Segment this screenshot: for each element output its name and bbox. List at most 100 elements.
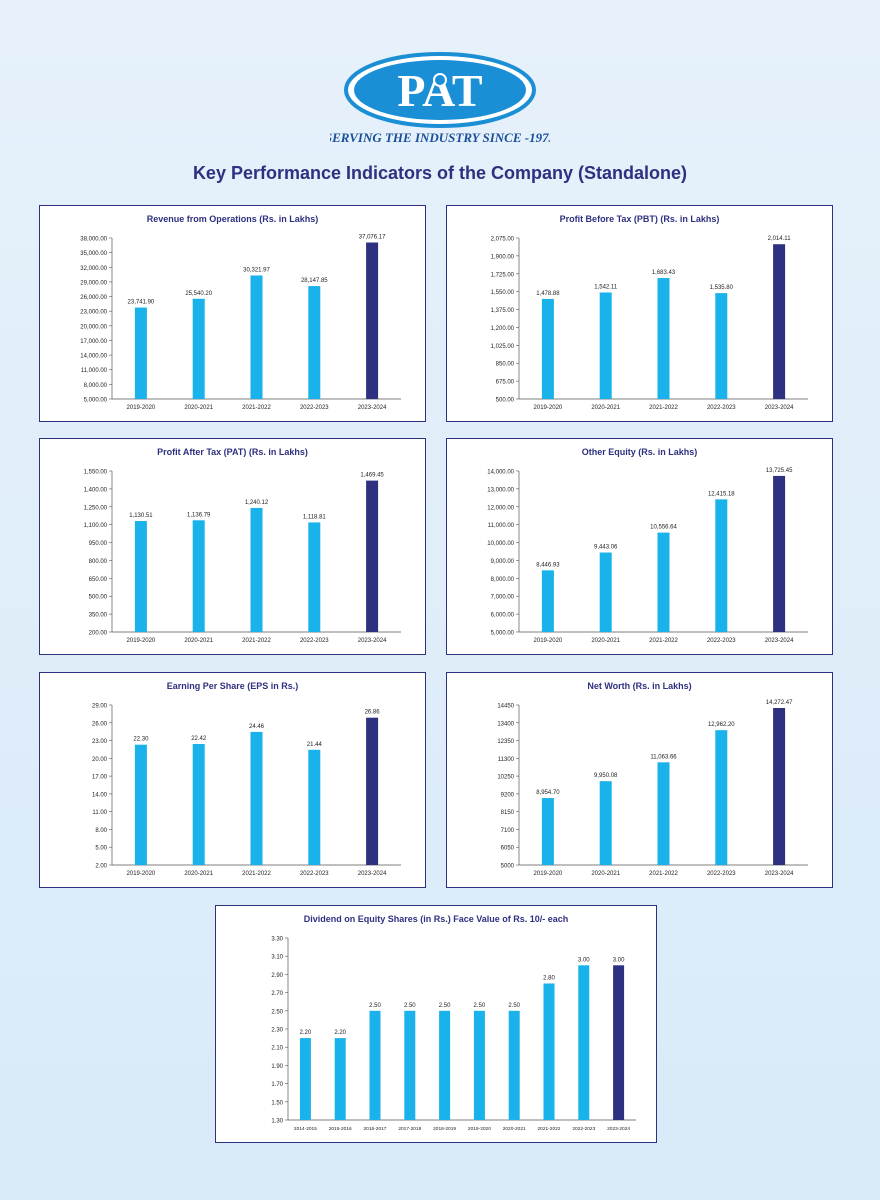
chart-title: Dividend on Equity Shares (in Rs.) Face … [303,914,569,924]
x-tick-label: 2019-2020 [127,638,156,644]
x-tick-label: 2021-2022 [538,1126,561,1132]
y-tick-label: 23.00 [92,739,108,745]
data-label: 1,478.88 [536,291,560,297]
y-tick-label: 9,000.00 [491,559,515,565]
bar [657,532,670,632]
data-label: 2.50 [508,1003,520,1009]
data-label: 30,321.97 [243,267,270,273]
y-tick-label: 1.90 [271,1064,283,1070]
page-title: Key Performance Indicators of the Compan… [192,163,688,183]
y-tick-label: 8,000.00 [84,383,108,389]
data-label: 14,272.47 [766,700,793,706]
x-tick-label: 2014-2015 [294,1126,317,1132]
chart-title: Earning Per Share (EPS in Rs.) [166,681,299,691]
y-tick-label: 8,000.00 [491,577,515,583]
x-tick-label: 2023-2024 [358,405,387,411]
chart-svg: 200.00 350.00 500.00 650.00 800.00 950.00 1,10… [84,470,401,644]
y-tick-label: 2.70 [271,991,283,997]
data-label: 2.80 [543,976,555,982]
bar [541,570,554,632]
y-tick-label: 3.10 [271,955,283,961]
bar [541,298,554,399]
bar [134,521,147,632]
y-tick-label: 500.00 [89,595,108,601]
bar [369,1010,381,1120]
x-tick-label: 2021-2022 [242,405,271,411]
x-tick-label: 2021-2022 [649,405,678,411]
data-label: 1,118.81 [303,514,327,520]
y-tick-label: 675.00 [496,380,515,386]
bar [250,275,263,399]
y-tick-label: 1,200.00 [491,326,515,332]
bar [657,278,670,399]
data-label: 23,741.90 [128,300,155,306]
x-tick-label: 2015-2016 [329,1126,352,1132]
bar [715,293,728,399]
y-tick-label: 29.00 [92,704,108,710]
y-tick-label: 2.50 [271,1009,283,1015]
y-tick-label: 500.00 [496,398,515,404]
x-tick-label: 2022-2023 [572,1126,595,1132]
y-tick-label: 11.00 [92,810,107,816]
x-tick-label: 2021-2022 [649,638,678,644]
y-tick-label: 12,000.00 [487,505,514,511]
data-label: 1,542.11 [594,284,618,290]
x-tick-label: 2022-2023 [300,405,329,411]
y-tick-label: 20,000.00 [80,324,107,330]
y-tick-label: 10,000.00 [487,541,514,547]
y-tick-label: 13,000.00 [487,487,514,493]
x-tick-label: 2020-2021 [184,405,213,411]
bar [134,744,147,865]
bar [250,507,263,632]
chart-svg: 5,000.00 6,000.00 7,000.00 8,000.00 9,000.00… [487,468,808,644]
y-tick-label: 8.00 [95,828,107,834]
y-tick-label: 20.00 [92,757,108,763]
data-label: 22.42 [191,736,207,742]
y-tick-label: 1,900.00 [491,254,515,260]
x-tick-label: 2016-2017 [364,1126,387,1132]
x-tick-label: 2020-2021 [591,638,620,644]
bar [578,965,590,1120]
y-tick-label: 950.00 [89,541,108,547]
bar [299,1038,311,1120]
data-label: 9,950.08 [594,773,618,779]
x-tick-label: 2023-2024 [765,405,794,411]
bar [599,781,612,865]
data-label: 2.50 [369,1003,381,1009]
data-label: 1,469.45 [360,473,384,479]
y-tick-label: 1,100.00 [84,523,108,529]
y-tick-label: 35,000.00 [80,251,107,257]
y-tick-label: 7100 [501,828,515,834]
bar [773,708,786,865]
x-tick-label: 2023-2024 [358,638,387,644]
x-tick-label: 2022-2023 [707,638,736,644]
y-tick-label: 5.00 [95,846,107,852]
data-label: 28,147.85 [301,278,328,284]
chart-title: Other Equity (Rs. in Lakhs) [581,447,698,457]
bar [366,480,379,632]
y-tick-label: 8150 [501,810,515,816]
chart-title: Net Worth (Rs. in Lakhs) [587,681,692,691]
y-tick-label: 1,375.00 [491,308,515,314]
x-tick-label: 2021-2022 [649,871,678,877]
bar [192,298,205,399]
logo-brand: PAT [397,65,482,116]
y-tick-label: 32,000.00 [80,266,107,272]
y-tick-label: 5,000.00 [84,398,108,404]
y-tick-label: 1,550.00 [84,470,108,476]
y-tick-label: 11300 [498,757,515,763]
data-label: 1,130.51 [129,513,153,519]
chart-panel-net-worth: 5000 6050 7100 8150 9200 10250 11300 12350 13400… [446,672,833,888]
bar [473,1010,485,1120]
y-tick-label: 11,000.00 [488,523,515,529]
y-tick-label: 2.10 [271,1046,283,1052]
y-tick-label: 1,400.00 [84,487,108,493]
data-label: 13,725.45 [766,468,793,474]
chart-title: Profit Before Tax (PBT) (Rs. in Lakhs) [559,214,720,224]
bar [715,730,728,865]
y-tick-label: 1.30 [271,1119,283,1125]
y-tick-label: 38,000.00 [80,237,107,243]
bar [599,292,612,399]
y-tick-label: 3.30 [271,937,283,943]
y-tick-label: 14.00 [92,792,108,798]
